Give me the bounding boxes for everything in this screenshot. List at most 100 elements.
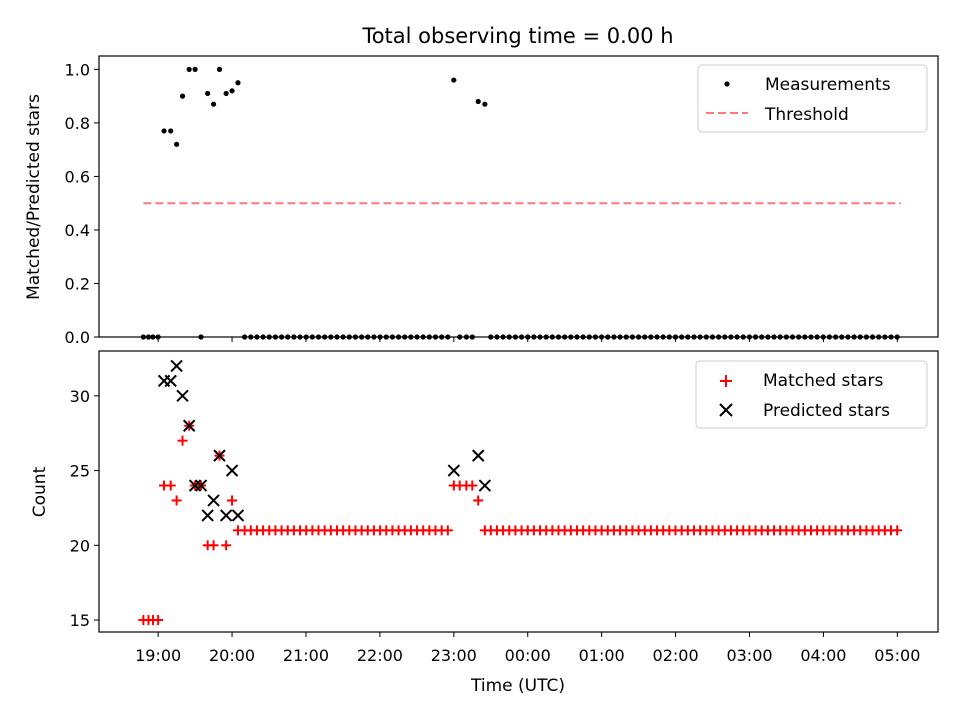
predicted-star-point [225, 464, 239, 477]
measurement-point [322, 334, 328, 340]
measurement-point [161, 128, 167, 134]
x-tick-label: 20:00 [209, 646, 255, 665]
measurement-point [518, 334, 525, 340]
x-tick-label: 21:00 [283, 646, 329, 665]
x-tick-label: 03:00 [726, 646, 772, 665]
predicted-star-point [182, 419, 196, 432]
predicted-star-point [219, 509, 233, 522]
matched-star-point [473, 495, 484, 506]
measurement-point [568, 334, 574, 340]
measurement-point [242, 334, 248, 340]
measurement-point [346, 334, 352, 340]
measurement-point [229, 88, 235, 94]
matched-star-point [227, 495, 238, 506]
measurement-point [272, 334, 279, 340]
measurement-point [629, 334, 636, 340]
measurement-point [580, 334, 586, 340]
measurement-point [617, 334, 623, 340]
measurement-point [278, 334, 285, 340]
measurement-point [482, 101, 488, 107]
matched-star-point [442, 525, 453, 536]
measurement-point [216, 66, 223, 72]
legend-marker-predicted [719, 403, 733, 417]
measurement-point [352, 334, 359, 340]
matched-star-point [171, 495, 182, 506]
measurement-point [365, 334, 371, 340]
measurement-point [796, 334, 802, 340]
measurement-point [469, 334, 475, 340]
top-legend-frame [697, 64, 928, 133]
measurement-point [611, 334, 617, 340]
x-tick-label: 00:00 [505, 646, 551, 665]
measurement-point [168, 128, 174, 134]
x-tick-label: 04:00 [800, 646, 846, 665]
measurement-point [543, 334, 549, 340]
measurement-point [334, 334, 340, 340]
measurement-point [839, 334, 845, 340]
measurement-point [210, 101, 217, 107]
measurement-point [426, 334, 432, 340]
measurement-point [328, 334, 334, 340]
x-tick-label: 19:00 [135, 646, 181, 665]
matched-star-point [177, 435, 188, 446]
bottom-panel: 15 20 25 30 19:00 20:00 21:00 22:00 23:00 00:00 0… [30, 350, 939, 696]
measurement-point [789, 334, 796, 340]
bottom-legend: Matched stars Predicted stars [695, 360, 928, 429]
measurement-point [537, 334, 543, 340]
measurement-point [648, 334, 654, 340]
measurement-point [765, 334, 771, 340]
measurement-point [771, 334, 777, 340]
measurement-point [740, 334, 746, 340]
measurement-point [432, 334, 439, 340]
top-y-axis-label: Matched/Predicted stars [24, 94, 44, 300]
matched-star-point [153, 615, 164, 626]
measurement-point [833, 334, 839, 340]
measurement-point [371, 334, 377, 340]
top-y-tick-label: 0.0 [65, 328, 90, 347]
measurement-point [383, 334, 389, 340]
measurement-point [198, 334, 204, 340]
measurement-point [223, 90, 229, 97]
predicted-star-point [478, 479, 492, 492]
measurement-point [605, 334, 611, 340]
top-x-ticks [157, 337, 898, 342]
bottom-y-tick-label: 25 [70, 462, 90, 481]
measurement-point [402, 334, 408, 340]
bottom-y-tick-label: 15 [70, 611, 90, 630]
measurement-point [179, 93, 186, 99]
measurement-point [512, 334, 519, 340]
top-legend: Measurements Threshold [697, 64, 928, 133]
measurement-point [802, 334, 808, 340]
measurement-point [420, 334, 426, 340]
measurement-point [783, 334, 789, 340]
measurement-point [752, 334, 759, 340]
measurement-point [814, 334, 820, 340]
measurement-point [150, 334, 156, 340]
measurement-point [205, 90, 211, 97]
measurement-point [389, 334, 396, 340]
measurement-point [722, 334, 728, 340]
predicted-star-point [231, 509, 245, 522]
measurement-point [445, 334, 451, 340]
measurement-point [359, 334, 365, 340]
matched-star-point [892, 525, 903, 536]
top-y-tick-label: 1.0 [65, 60, 90, 79]
measurement-point [408, 334, 414, 340]
measurement-point [488, 334, 494, 340]
measurement-point [555, 334, 562, 340]
bottom-legend-frame [695, 360, 928, 429]
predicted-star-point [164, 374, 177, 388]
top-y-tick-label: 0.8 [65, 114, 90, 133]
measurement-point [666, 334, 672, 340]
matched-star-point [165, 480, 176, 491]
measurement-point [660, 334, 666, 340]
bottom-y-axis-label: Count [30, 466, 50, 517]
top-plot-marks [140, 66, 902, 340]
measurement-point [808, 334, 814, 340]
predicted-star-point [176, 389, 189, 403]
predicted-star-point [201, 509, 214, 522]
bottom-y-tick-label: 20 [70, 536, 90, 555]
measurement-point [876, 334, 882, 340]
measurement-point [297, 334, 303, 340]
